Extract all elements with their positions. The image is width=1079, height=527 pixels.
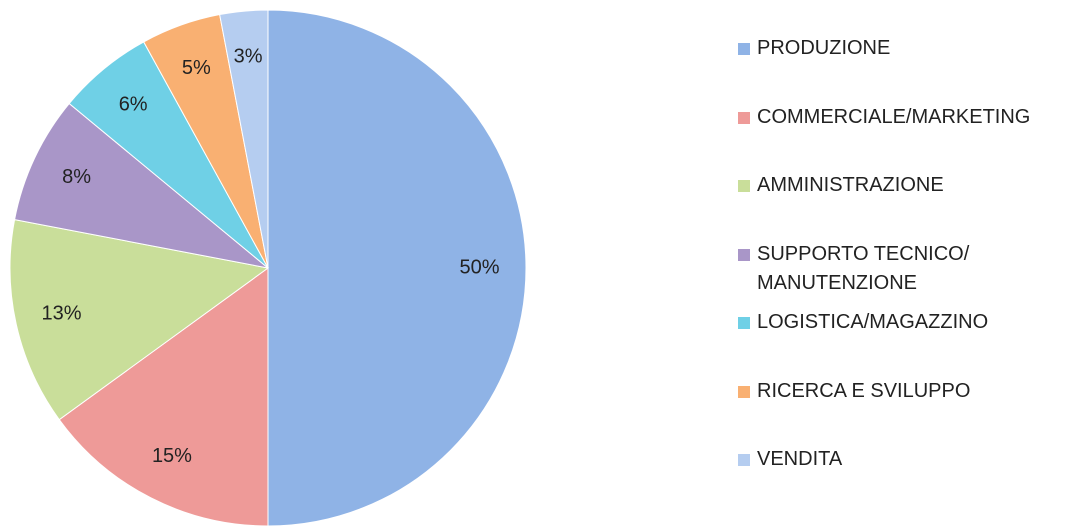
pie-slice [9,219,270,421]
legend-label: COMMERCIALE/MARKETING [757,105,1031,128]
data-label: 13% [42,302,82,324]
pie-slice [13,102,269,269]
legend-item: VENDITA [738,445,1073,474]
data-label: 8% [62,166,91,188]
legend-label: RICERCA E SVILUPPO [757,379,971,402]
pie: 50% 15% 13% 8% 6% 5% 3% [9,9,527,527]
legend-item: LOGISTICA/MAGAZZINO [738,308,1073,337]
legend-swatch [738,317,750,329]
data-label: 3% [234,46,263,68]
legend-swatch [738,454,750,466]
legend-swatch [738,111,750,124]
legend-swatch [738,385,750,398]
pie-slice [219,9,269,269]
data-label: 50% [460,256,500,278]
data-label: 5% [182,57,211,79]
legend-label: VENDITA [757,448,843,470]
legend-label: AMMINISTRAZIONE [757,174,944,196]
legend-swatch [738,180,750,192]
pie-slice [267,9,527,527]
data-label: 6% [119,93,148,115]
legend-item: AMMINISTRAZIONE [738,171,1073,200]
legend-swatch [738,43,750,55]
data-label: 15% [152,445,192,467]
legend-item: RICERCA E SVILUPPO [738,377,1073,406]
legend-swatch [738,248,750,261]
legend-item: SUPPORTO TECNICO/ MANUTENZIONE [738,240,1073,298]
pie-slice [58,267,269,527]
legend-item: PRODUZIONE [738,34,1073,63]
legend-item: COMMERCIALE/MARKETING [738,103,1073,132]
legend-label: LOGISTICA/MAGAZZINO [757,311,989,333]
legend-label: PRODUZIONE [757,37,891,59]
legend-label: SUPPORTO TECNICO/ MANUTENZIONE [757,242,970,294]
